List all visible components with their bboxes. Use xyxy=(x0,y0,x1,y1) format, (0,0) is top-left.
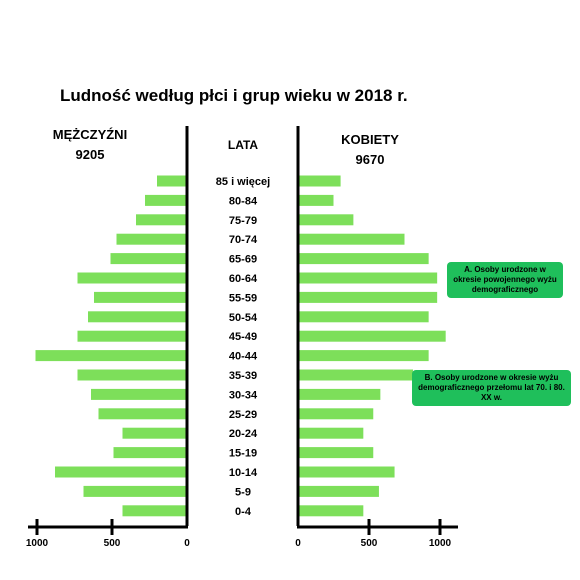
bar-men-12 xyxy=(98,408,187,420)
bar-women-17 xyxy=(298,505,364,517)
bar-men-14 xyxy=(113,447,187,459)
age-group-label: 15-19 xyxy=(229,448,257,460)
bar-women-13 xyxy=(298,427,364,439)
bar-men-11 xyxy=(91,388,187,400)
bar-women-16 xyxy=(298,485,379,497)
age-group-label: 85 i więcej xyxy=(216,176,270,188)
bar-women-2 xyxy=(298,214,354,226)
age-group-label: 20-24 xyxy=(229,428,258,440)
age-group-label: 80-84 xyxy=(229,195,258,207)
age-group-label: 0-4 xyxy=(235,506,252,518)
bar-women-6 xyxy=(298,291,438,303)
bar-men-3 xyxy=(116,233,187,245)
bar-men-13 xyxy=(122,427,187,439)
callout-a: A. Osoby urodzone w okresie powojennego … xyxy=(447,262,563,298)
age-column-label: LATA xyxy=(227,138,259,152)
bar-women-3 xyxy=(298,233,405,245)
age-group-label: 55-59 xyxy=(229,292,257,304)
men-total: 9205 xyxy=(75,147,105,162)
age-group-label: 5-9 xyxy=(235,486,251,498)
bar-men-9 xyxy=(35,350,187,362)
bar-women-10 xyxy=(298,369,414,381)
bar-women-14 xyxy=(298,447,374,459)
bar-men-7 xyxy=(88,311,187,323)
age-group-label: 10-14 xyxy=(229,467,258,479)
bar-men-10 xyxy=(77,369,187,381)
age-group-label: 50-54 xyxy=(229,312,258,324)
age-group-label: 45-49 xyxy=(229,331,257,343)
age-group-label: 25-29 xyxy=(229,409,257,421)
women-label: KOBIETY xyxy=(341,132,399,147)
bar-men-1 xyxy=(145,194,187,206)
men-tick-label: 0 xyxy=(184,538,190,549)
chart-title: Ludność według płci i grup wieku w 2018 … xyxy=(60,86,408,105)
bar-women-9 xyxy=(298,350,429,362)
age-group-label: 70-74 xyxy=(229,234,258,246)
bar-men-17 xyxy=(122,505,187,517)
bar-men-5 xyxy=(77,272,187,284)
men-label: MĘŻCZYŹNI xyxy=(52,127,128,142)
bar-women-11 xyxy=(298,388,381,400)
age-group-label: 35-39 xyxy=(229,370,257,382)
bar-men-15 xyxy=(55,466,187,478)
women-tick-label: 0 xyxy=(295,538,301,549)
women-total: 9670 xyxy=(355,152,385,167)
bar-men-16 xyxy=(83,485,187,497)
women-tick-label: 1000 xyxy=(429,538,452,549)
age-group-label: 75-79 xyxy=(229,215,257,227)
age-group-label: 65-69 xyxy=(229,254,257,266)
age-group-label: 60-64 xyxy=(229,273,258,285)
bar-men-0 xyxy=(157,175,187,187)
women-tick-label: 500 xyxy=(361,538,378,549)
age-group-label: 30-34 xyxy=(229,389,258,401)
bar-men-2 xyxy=(136,214,187,226)
bar-women-1 xyxy=(298,194,334,206)
bar-men-4 xyxy=(110,253,187,265)
men-tick-label: 1000 xyxy=(26,538,49,549)
bar-women-4 xyxy=(298,253,429,265)
bar-women-12 xyxy=(298,408,374,420)
men-tick-label: 500 xyxy=(104,538,121,549)
bar-women-8 xyxy=(298,330,446,342)
bar-men-6 xyxy=(94,291,187,303)
bar-women-5 xyxy=(298,272,438,284)
callout-b: B. Osoby urodzone w okresie wyżu demogra… xyxy=(412,370,571,406)
bar-men-8 xyxy=(77,330,187,342)
age-group-label: 40-44 xyxy=(229,351,258,363)
bar-women-0 xyxy=(298,175,341,187)
bar-women-7 xyxy=(298,311,429,323)
bar-women-15 xyxy=(298,466,395,478)
